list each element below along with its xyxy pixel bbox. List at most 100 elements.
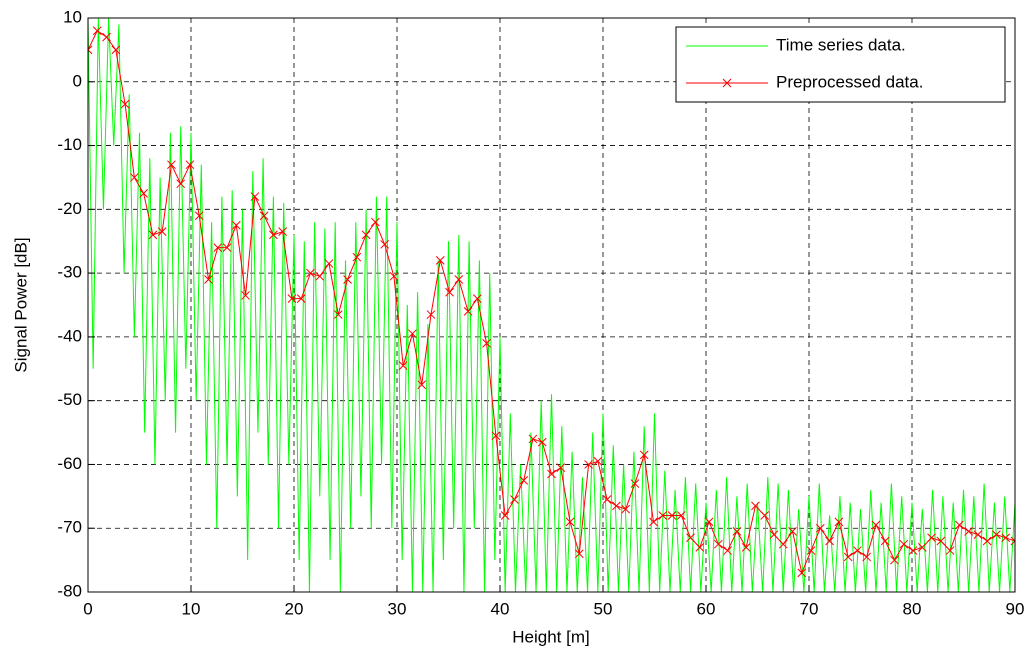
legend-label: Time series data.: [776, 35, 906, 54]
y-tick-label: 0: [73, 71, 82, 90]
data-point: [157, 227, 167, 237]
data-point: [843, 552, 853, 562]
data-point: [296, 294, 306, 303]
data-point: [778, 539, 788, 549]
data-point: [714, 539, 723, 549]
data-point: [667, 511, 677, 520]
data-point: [704, 517, 714, 527]
data-point: [982, 536, 992, 546]
data-point: [454, 275, 464, 284]
data-point: [352, 252, 362, 262]
data-point: [231, 220, 241, 230]
y-tick-label: -50: [57, 390, 82, 409]
data-point: [612, 501, 621, 511]
data-point: [111, 45, 121, 55]
data-point: [426, 310, 436, 319]
data-point: [417, 380, 427, 390]
data-point: [769, 530, 779, 539]
y-axis-label: Signal Power [dB]: [11, 237, 30, 372]
axes-frame: [87, 17, 1016, 593]
data-point: [649, 517, 658, 527]
data-point: [760, 511, 770, 520]
data-point: [630, 479, 640, 488]
data-point: [815, 523, 825, 533]
data-point: [565, 517, 575, 527]
data-point: [371, 217, 380, 227]
data-point: [510, 495, 519, 504]
data-point: [287, 294, 297, 303]
data-point: [250, 192, 260, 201]
data-point: [927, 533, 936, 543]
x-tick-label: 70: [800, 599, 819, 618]
data-point: [343, 275, 352, 284]
data-point: [176, 179, 186, 189]
data-point: [389, 271, 399, 281]
data-point: [1001, 533, 1011, 543]
data-point: [723, 546, 732, 555]
data-point: [120, 99, 130, 109]
data-point: [890, 555, 899, 565]
data-point: [806, 546, 816, 555]
legend-marker: [722, 78, 732, 88]
data-point: [788, 527, 797, 536]
data-point: [361, 230, 371, 240]
data-point: [695, 543, 705, 552]
x-tick-label: 30: [388, 599, 407, 618]
data-point: [992, 530, 1001, 539]
plot-area: [88, 18, 1015, 592]
data-point: [92, 26, 102, 36]
data-point: [167, 160, 176, 170]
y-tick-label: -40: [57, 326, 82, 345]
series-line: [88, 18, 1015, 592]
data-point: [482, 338, 491, 348]
data-point: [908, 546, 918, 555]
data-point: [584, 460, 593, 469]
data-point: [732, 527, 742, 536]
data-point: [871, 520, 881, 530]
y-tick-label: -20: [57, 199, 82, 218]
y-tick-label: 10: [63, 7, 82, 26]
data-point: [751, 501, 760, 511]
data-point: [602, 495, 612, 504]
data-point: [834, 517, 844, 527]
y-tick-label: -80: [57, 581, 82, 600]
legend: Time series data. Preprocessed data.: [675, 26, 1006, 103]
data-point: [102, 32, 111, 42]
data-point: [324, 259, 334, 268]
data-point: [500, 511, 510, 520]
data-point: [139, 189, 148, 198]
data-point: [537, 437, 547, 447]
data-point: [222, 243, 232, 252]
data-point: [955, 520, 964, 530]
x-tick-label: 40: [491, 599, 510, 618]
data-point: [408, 329, 417, 339]
data-point: [278, 227, 288, 237]
data-point: [853, 546, 862, 555]
x-tick-label: 10: [182, 599, 201, 618]
ticks: 0 10 20 30 40 50 60 70 80 90 -80 -70 -60 -50 -40 -30 -20…: [57, 7, 1024, 618]
data-point: [380, 240, 389, 249]
x-tick-label: 20: [285, 599, 304, 618]
data-point: [741, 543, 751, 552]
data-point: [574, 549, 584, 559]
data-point: [556, 463, 566, 472]
data-point: [862, 552, 872, 562]
data-point: [333, 310, 343, 319]
data-point: [88, 45, 93, 55]
x-tick-label: 80: [903, 599, 922, 618]
data-point: [621, 504, 631, 514]
data-point: [639, 450, 649, 460]
data-point: [899, 539, 909, 549]
y-tick-label: -10: [57, 135, 82, 154]
data-point: [917, 543, 927, 552]
data-point: [825, 536, 834, 546]
data-point: [194, 211, 204, 221]
data-point: [491, 431, 501, 441]
data-point: [315, 271, 325, 281]
data-point: [306, 268, 315, 278]
x-tick-label: 60: [697, 599, 716, 618]
data-point: [435, 256, 445, 265]
y-tick-label: -70: [57, 518, 82, 537]
data-point: [129, 173, 139, 182]
data-point: [797, 568, 807, 578]
